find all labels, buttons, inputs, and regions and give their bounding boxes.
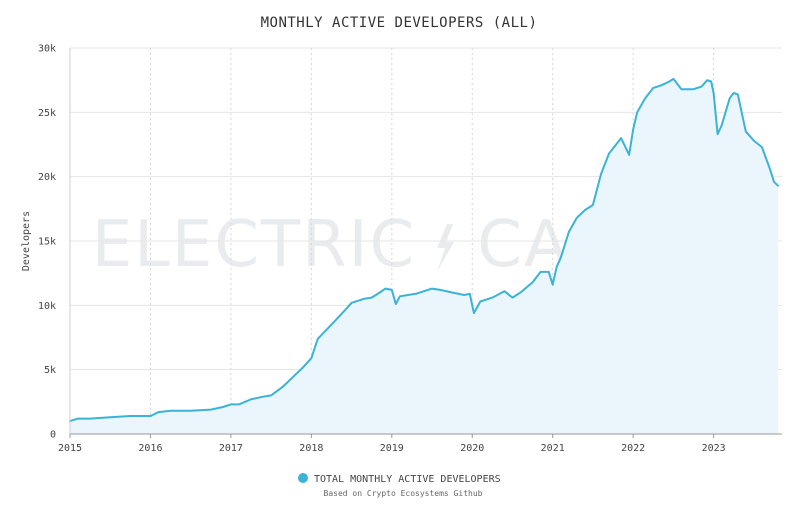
- y-tick-labels: 0 5k 10k 15k 20k 25k 30k: [38, 44, 56, 441]
- watermark-left: ELECTRIC: [92, 208, 416, 282]
- series-layer: [69, 77, 779, 435]
- series-line: [69, 77, 779, 423]
- legend-marker: [298, 473, 308, 483]
- y-axis-label: Developers: [21, 211, 32, 271]
- source-note: Based on Crypto Ecosystems Github: [324, 489, 483, 498]
- chart-title: MONTHLY ACTIVE DEVELOPERS (ALL): [261, 15, 538, 31]
- x-tick-label: 2021: [541, 443, 565, 454]
- x-tick-label: 2015: [58, 443, 82, 454]
- y-tick-label: 10k: [38, 301, 56, 312]
- y-tick-label: 30k: [38, 44, 56, 55]
- legend: TOTAL MONTHLY ACTIVE DEVELOPERS: [298, 473, 501, 485]
- y-tick-label: 20k: [38, 172, 56, 183]
- x-tick-label: 2018: [299, 443, 323, 454]
- legend-label: TOTAL MONTHLY ACTIVE DEVELOPERS: [314, 474, 501, 485]
- x-tick-label: 2016: [138, 443, 162, 454]
- x-tick-label: 2017: [219, 443, 243, 454]
- x-tick-label: 2023: [702, 443, 726, 454]
- y-tick-label: 25k: [38, 108, 56, 119]
- x-tick-label: 2022: [621, 443, 645, 454]
- y-tick-label: 0: [50, 430, 56, 441]
- y-tick-label: 5k: [44, 365, 56, 376]
- x-tick-label: 2020: [460, 443, 484, 454]
- x-tick-label: 2019: [380, 443, 404, 454]
- series-area: [70, 78, 778, 435]
- x-tick-labels: 2015 2016 2017 2018 2019 2020 2021 2022 2023: [58, 443, 726, 454]
- bolt-icon: [437, 224, 454, 272]
- y-tick-label: 15k: [38, 237, 56, 248]
